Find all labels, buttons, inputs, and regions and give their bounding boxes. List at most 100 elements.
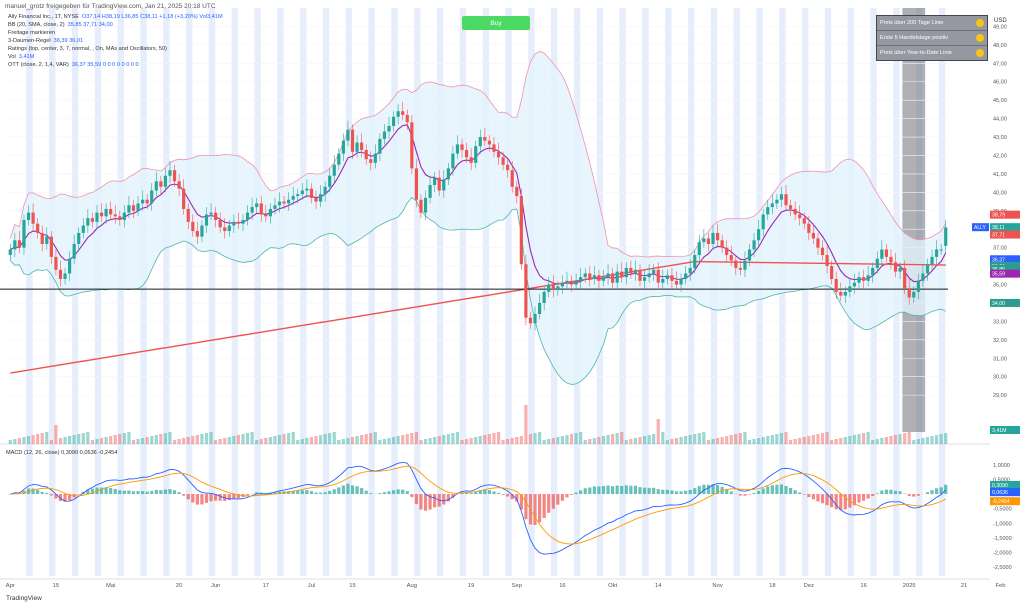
friday-band	[801, 8, 809, 576]
volume-bar	[31, 435, 35, 444]
candle	[31, 212, 35, 224]
macd-histogram-bar	[122, 490, 126, 495]
macd-histogram-bar	[702, 484, 706, 495]
candle	[309, 188, 314, 198]
volume-bar	[95, 439, 99, 444]
candle	[95, 212, 99, 222]
candle	[807, 223, 811, 233]
macd-histogram-bar	[574, 492, 578, 495]
volume-bar	[250, 432, 254, 444]
candle	[638, 269, 642, 281]
macd-legend: MACD (12, 26, close) 0,3090 0,0636 -0,24…	[6, 450, 118, 456]
volume-bar	[547, 439, 551, 444]
macd-histogram-bar	[597, 486, 601, 495]
candle	[670, 275, 674, 281]
volume-bars	[8, 405, 948, 444]
star-icon	[976, 19, 984, 27]
ma200-line	[10, 260, 946, 374]
volume-bar	[665, 440, 669, 444]
macd-histogram-bar	[757, 490, 761, 495]
friday-band	[163, 8, 170, 576]
macd-histogram-bar	[861, 494, 866, 501]
volume-bar	[236, 435, 241, 444]
volume-bar	[8, 440, 12, 444]
macd-histogram-bar	[533, 494, 537, 526]
macd-histogram-bar	[118, 490, 122, 495]
macd-histogram-bar	[200, 494, 204, 505]
volume-bar	[633, 438, 638, 444]
macd-histogram-bar	[218, 494, 222, 501]
macd-histogram-bar	[287, 491, 291, 495]
macd-histogram-bar	[145, 491, 149, 495]
volume-bar	[697, 433, 701, 444]
candle	[22, 220, 26, 248]
volume-bar	[145, 437, 149, 444]
macd-histogram-bar	[611, 486, 615, 495]
candle	[921, 273, 925, 281]
macd-histogram-bar	[880, 490, 884, 495]
candle	[898, 267, 902, 272]
candle	[496, 151, 501, 158]
volume-bar	[574, 433, 578, 444]
x-tick-label: 15	[53, 583, 59, 589]
volume-bar	[939, 434, 943, 444]
volume-bar	[620, 432, 624, 444]
price-badge-text: 38,79	[992, 213, 1005, 219]
volume-bar	[369, 433, 373, 444]
volume-bar	[391, 437, 396, 444]
candle	[264, 214, 268, 217]
volume-bar	[642, 436, 647, 444]
macd-histogram-bar	[501, 494, 505, 495]
volume-bar	[715, 438, 720, 444]
volume-bar	[506, 439, 510, 444]
volume-bar	[624, 440, 628, 444]
volume-bar	[647, 435, 651, 444]
friday-band	[231, 8, 238, 576]
volume-bar	[109, 436, 113, 444]
candle	[245, 212, 250, 220]
macd-histogram-bar	[656, 489, 660, 495]
macd-histogram-bar	[898, 491, 902, 495]
volume-bar	[761, 437, 765, 444]
macd-tick-label: -0,5000	[993, 507, 1012, 513]
macd-histogram-bar	[693, 488, 697, 495]
volume-bar	[793, 439, 797, 444]
candle	[195, 231, 199, 237]
x-tick-label: 19	[468, 583, 474, 589]
macd-histogram-bar	[141, 491, 145, 495]
volume-bar	[104, 437, 108, 444]
candle	[273, 205, 277, 209]
macd-histogram-bar	[930, 490, 934, 495]
volume-bar	[811, 435, 815, 444]
volume-bar	[49, 440, 53, 444]
candle	[26, 212, 31, 220]
macd-histogram-bar	[542, 494, 546, 518]
macd-histogram-bar	[674, 491, 679, 495]
volume-bar	[172, 440, 177, 444]
candle	[734, 260, 738, 268]
candle	[816, 238, 820, 248]
macd-histogram-bar	[569, 494, 574, 495]
macd-histogram-bar	[857, 494, 861, 503]
macd-histogram-bar	[747, 494, 752, 495]
buy-button[interactable]: Buy	[462, 16, 530, 30]
macd-histogram-bar	[524, 494, 528, 520]
volume-bar	[264, 438, 268, 444]
macd-histogram-bar	[510, 494, 514, 500]
macd-histogram-bar	[401, 489, 405, 495]
candle	[287, 199, 291, 204]
volume-bar	[674, 438, 679, 444]
tradingview-logo[interactable]: TradingView	[6, 595, 42, 602]
macd-tick-label: -2,5000	[993, 565, 1012, 571]
volume-bar	[127, 432, 131, 444]
candle	[788, 205, 793, 209]
candle	[460, 144, 464, 150]
price-tick-label: 49,00	[993, 24, 1007, 30]
macd-histogram-bar	[460, 492, 464, 495]
candle	[875, 258, 879, 268]
macd-histogram-bar	[391, 490, 396, 495]
macd-badge	[990, 481, 1020, 490]
volume-bar	[259, 439, 263, 444]
x-tick-label: Jun	[211, 583, 220, 589]
